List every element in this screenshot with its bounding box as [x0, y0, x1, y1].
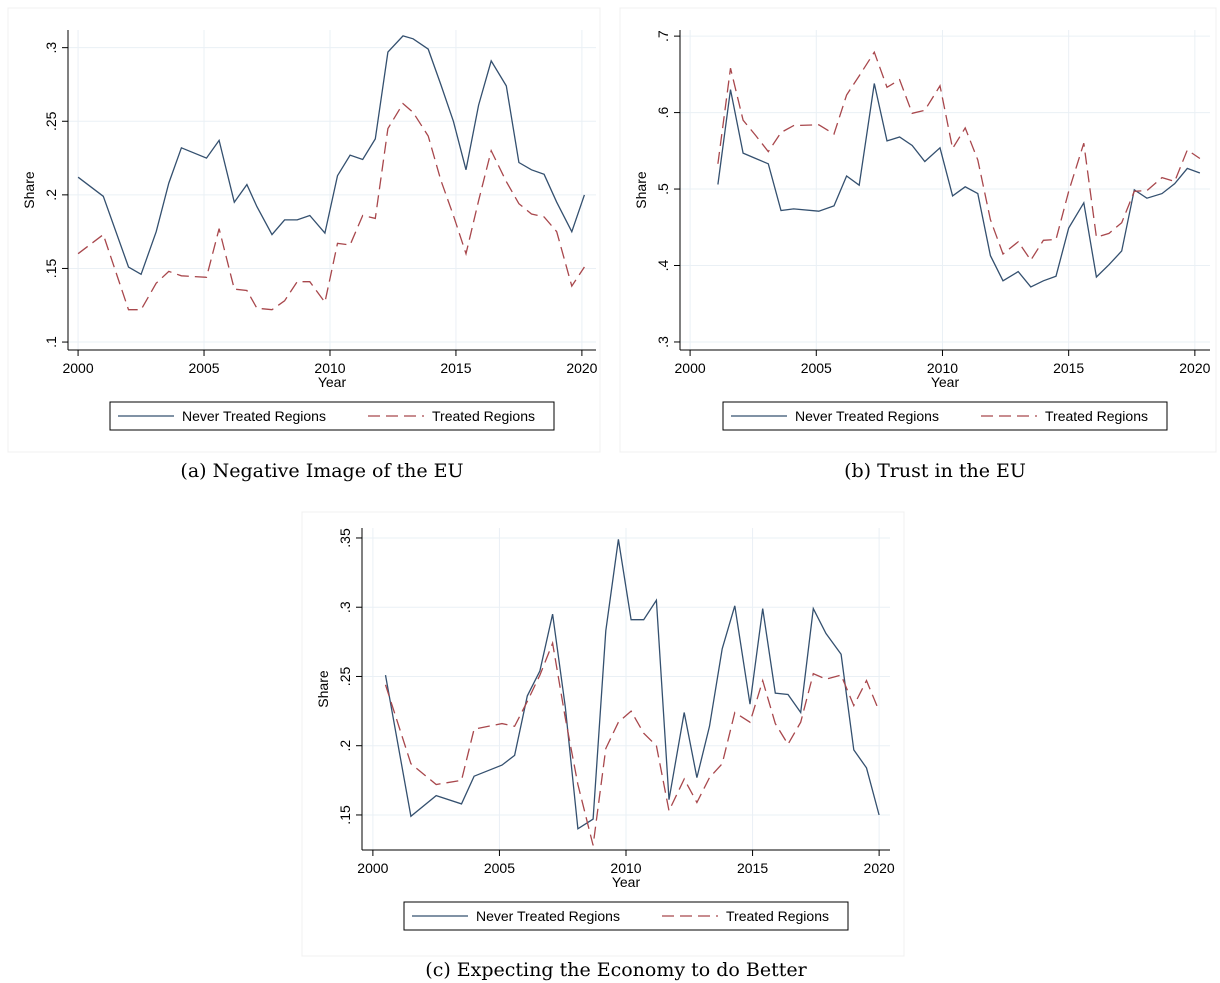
y-tick-label: .3 — [43, 42, 59, 54]
legend-label: Treated Regions — [1045, 408, 1148, 424]
y-tick-label: .25 — [337, 667, 353, 687]
x-tick-label: 2005 — [484, 860, 515, 876]
series-line — [717, 50, 1201, 262]
series-line — [717, 83, 1201, 288]
series-line — [384, 640, 880, 846]
legend-label: Treated Regions — [432, 408, 535, 424]
caption: (b) Trust in the EU — [844, 460, 1026, 482]
y-tick-label: .3 — [655, 336, 671, 348]
legend-label: Never Treated Regions — [795, 408, 939, 424]
x-tick-label: 2000 — [62, 360, 93, 376]
y-tick-label: .15 — [337, 805, 353, 825]
legend — [722, 401, 1168, 431]
y-tick-label: .15 — [43, 259, 59, 279]
x-axis-label: Year — [931, 374, 960, 390]
panel-frame — [7, 7, 601, 453]
x-tick-label: 2000 — [675, 360, 706, 376]
legend-label: Never Treated Regions — [476, 908, 620, 924]
x-tick-label: 2020 — [1179, 360, 1210, 376]
series-line — [384, 539, 880, 830]
y-tick-label: .4 — [655, 259, 671, 271]
legend-label: Treated Regions — [726, 908, 829, 924]
series-line — [77, 102, 585, 311]
series-line — [77, 35, 586, 276]
panel-frame — [619, 7, 1217, 453]
panel-frame — [301, 511, 905, 957]
y-tick-label: .6 — [655, 107, 671, 119]
caption: (a) Negative Image of the EU — [180, 460, 463, 482]
x-tick-label: 2015 — [1053, 360, 1084, 376]
x-tick-label: 2010 — [314, 360, 345, 376]
y-tick-label: .35 — [337, 528, 353, 548]
y-tick-label: .3 — [337, 601, 353, 613]
x-tick-label: 2015 — [440, 360, 471, 376]
x-tick-label: 2005 — [801, 360, 832, 376]
y-tick-label: .5 — [655, 183, 671, 195]
caption: (c) Expecting the Economy to do Better — [425, 959, 807, 981]
x-tick-label: 2010 — [927, 360, 958, 376]
legend — [403, 901, 849, 931]
y-tick-label: .1 — [43, 336, 59, 348]
y-axis-label: Share — [315, 670, 331, 708]
y-tick-label: .25 — [43, 111, 59, 131]
y-axis-label: Share — [633, 171, 649, 209]
y-axis-label: Share — [21, 171, 37, 209]
x-tick-label: 2020 — [566, 360, 597, 376]
x-tick-label: 2005 — [188, 360, 219, 376]
x-tick-label: 2015 — [737, 860, 768, 876]
x-tick-label: 2010 — [610, 860, 641, 876]
x-axis-label: Year — [612, 874, 641, 890]
legend-label: Never Treated Regions — [182, 408, 326, 424]
y-tick-label: .2 — [43, 189, 59, 201]
legend — [109, 401, 555, 431]
y-tick-label: .7 — [655, 30, 671, 42]
x-tick-label: 2020 — [864, 860, 895, 876]
y-tick-label: .2 — [337, 740, 353, 752]
x-tick-label: 2000 — [357, 860, 388, 876]
x-axis-label: Year — [318, 374, 347, 390]
